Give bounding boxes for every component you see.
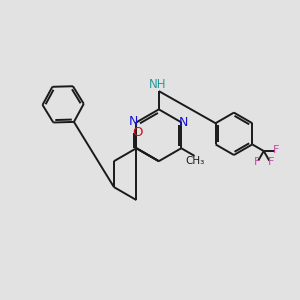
- Text: F: F: [254, 157, 260, 167]
- Text: F: F: [268, 157, 274, 167]
- Text: F: F: [273, 145, 280, 155]
- Text: N: N: [129, 115, 138, 128]
- Text: O: O: [132, 126, 142, 140]
- Text: N: N: [179, 116, 188, 129]
- Text: CH₃: CH₃: [185, 157, 205, 166]
- Text: NH: NH: [148, 78, 166, 91]
